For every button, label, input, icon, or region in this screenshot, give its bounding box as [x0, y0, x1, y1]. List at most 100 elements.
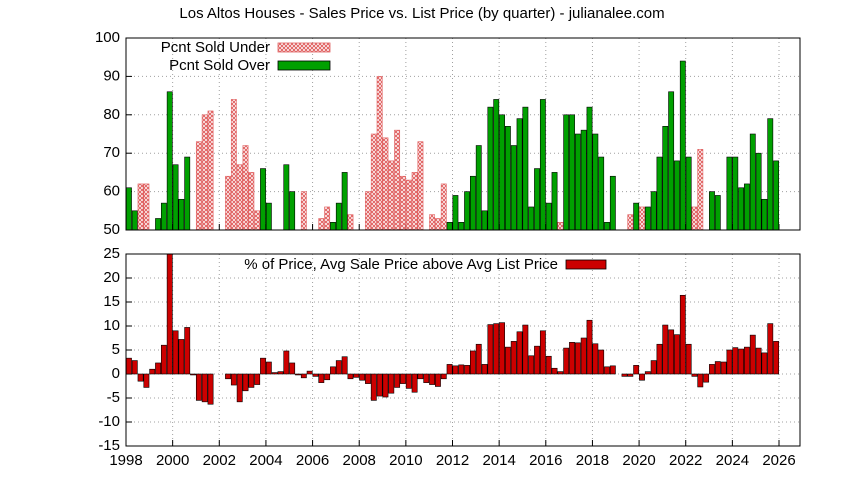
- bar: [458, 364, 465, 375]
- bar: [534, 345, 540, 375]
- bar: [172, 330, 179, 375]
- bar: [528, 206, 535, 231]
- bar: [260, 168, 266, 231]
- bar: [347, 373, 354, 380]
- bar: [679, 60, 686, 231]
- x-tick-label: 2006: [296, 452, 329, 469]
- bar: [749, 334, 756, 375]
- bar: [160, 202, 167, 231]
- y-tick-label: 15: [103, 293, 120, 310]
- bar: [289, 362, 296, 375]
- bar: [499, 322, 505, 375]
- bar: [685, 156, 692, 231]
- bar: [755, 347, 762, 375]
- bar: [516, 331, 523, 375]
- bar: [376, 373, 383, 397]
- bar: [744, 346, 750, 375]
- bar: [423, 373, 430, 383]
- bar: [166, 253, 173, 375]
- bar: [137, 183, 144, 231]
- bar: [242, 373, 249, 392]
- plot-frame: [125, 37, 801, 231]
- bar: [697, 373, 704, 388]
- bar: [359, 373, 366, 381]
- bar: [335, 360, 342, 375]
- bar: [557, 371, 564, 375]
- bar: [580, 337, 587, 375]
- bar: [639, 206, 645, 231]
- legend-swatch: [277, 60, 331, 71]
- y-tick-label: 20: [103, 269, 120, 286]
- bar: [656, 343, 663, 375]
- bar: [440, 183, 447, 231]
- bar: [714, 195, 721, 231]
- bar: [149, 368, 156, 375]
- bar: [318, 218, 325, 231]
- bar: [126, 357, 132, 375]
- bar: [254, 373, 261, 385]
- bar: [685, 343, 692, 375]
- bar: [265, 202, 272, 231]
- bar: [569, 342, 575, 375]
- y-tick-label: 90: [103, 67, 120, 84]
- bar: [230, 373, 237, 386]
- bar: [504, 346, 511, 375]
- bar: [522, 106, 529, 231]
- bar: [330, 222, 336, 231]
- bar: [720, 361, 727, 375]
- bar: [330, 366, 336, 375]
- bar: [621, 373, 628, 377]
- bar: [627, 373, 634, 377]
- bar: [481, 364, 488, 375]
- bar: [487, 324, 494, 375]
- bar: [248, 373, 255, 388]
- bar: [452, 195, 459, 231]
- bar: [318, 373, 325, 383]
- bar: [598, 156, 605, 231]
- bar: [510, 145, 517, 231]
- bar: [405, 179, 412, 231]
- bar: [405, 373, 412, 389]
- bar: [493, 99, 500, 231]
- bar: [609, 365, 616, 375]
- bar: [376, 76, 383, 231]
- bar: [633, 202, 640, 231]
- bar: [190, 373, 196, 376]
- bar: [644, 371, 651, 375]
- chart-title: Los Altos Houses - Sales Price vs. List …: [179, 5, 664, 22]
- bar: [574, 133, 581, 231]
- y-tick-label: 25: [103, 245, 120, 262]
- bar: [586, 106, 593, 231]
- bar: [300, 191, 307, 231]
- bar: [499, 114, 505, 231]
- bar: [464, 365, 470, 375]
- bar: [341, 356, 348, 375]
- bar: [510, 341, 517, 375]
- bar: [207, 373, 214, 405]
- bar: [283, 350, 290, 375]
- bar: [650, 191, 657, 231]
- x-tick-label: 2024: [716, 452, 749, 469]
- x-tick-label: 2018: [576, 452, 609, 469]
- bar: [592, 343, 599, 375]
- bar: [283, 164, 290, 231]
- bar: [534, 168, 540, 231]
- y-tick-label: -5: [107, 389, 120, 406]
- bar: [679, 294, 686, 375]
- bar: [767, 118, 774, 231]
- bar: [178, 198, 185, 231]
- bar: [569, 114, 575, 231]
- bar: [347, 214, 354, 231]
- bar: [709, 364, 715, 375]
- bar: [703, 373, 710, 383]
- bar: [382, 137, 389, 231]
- bar: [755, 152, 762, 231]
- bar: [691, 206, 698, 231]
- bar: [131, 360, 138, 375]
- bar: [469, 175, 476, 231]
- bar: [440, 373, 447, 380]
- bar: [604, 222, 610, 231]
- bar: [435, 218, 441, 231]
- bar: [773, 341, 780, 375]
- bar: [417, 373, 424, 380]
